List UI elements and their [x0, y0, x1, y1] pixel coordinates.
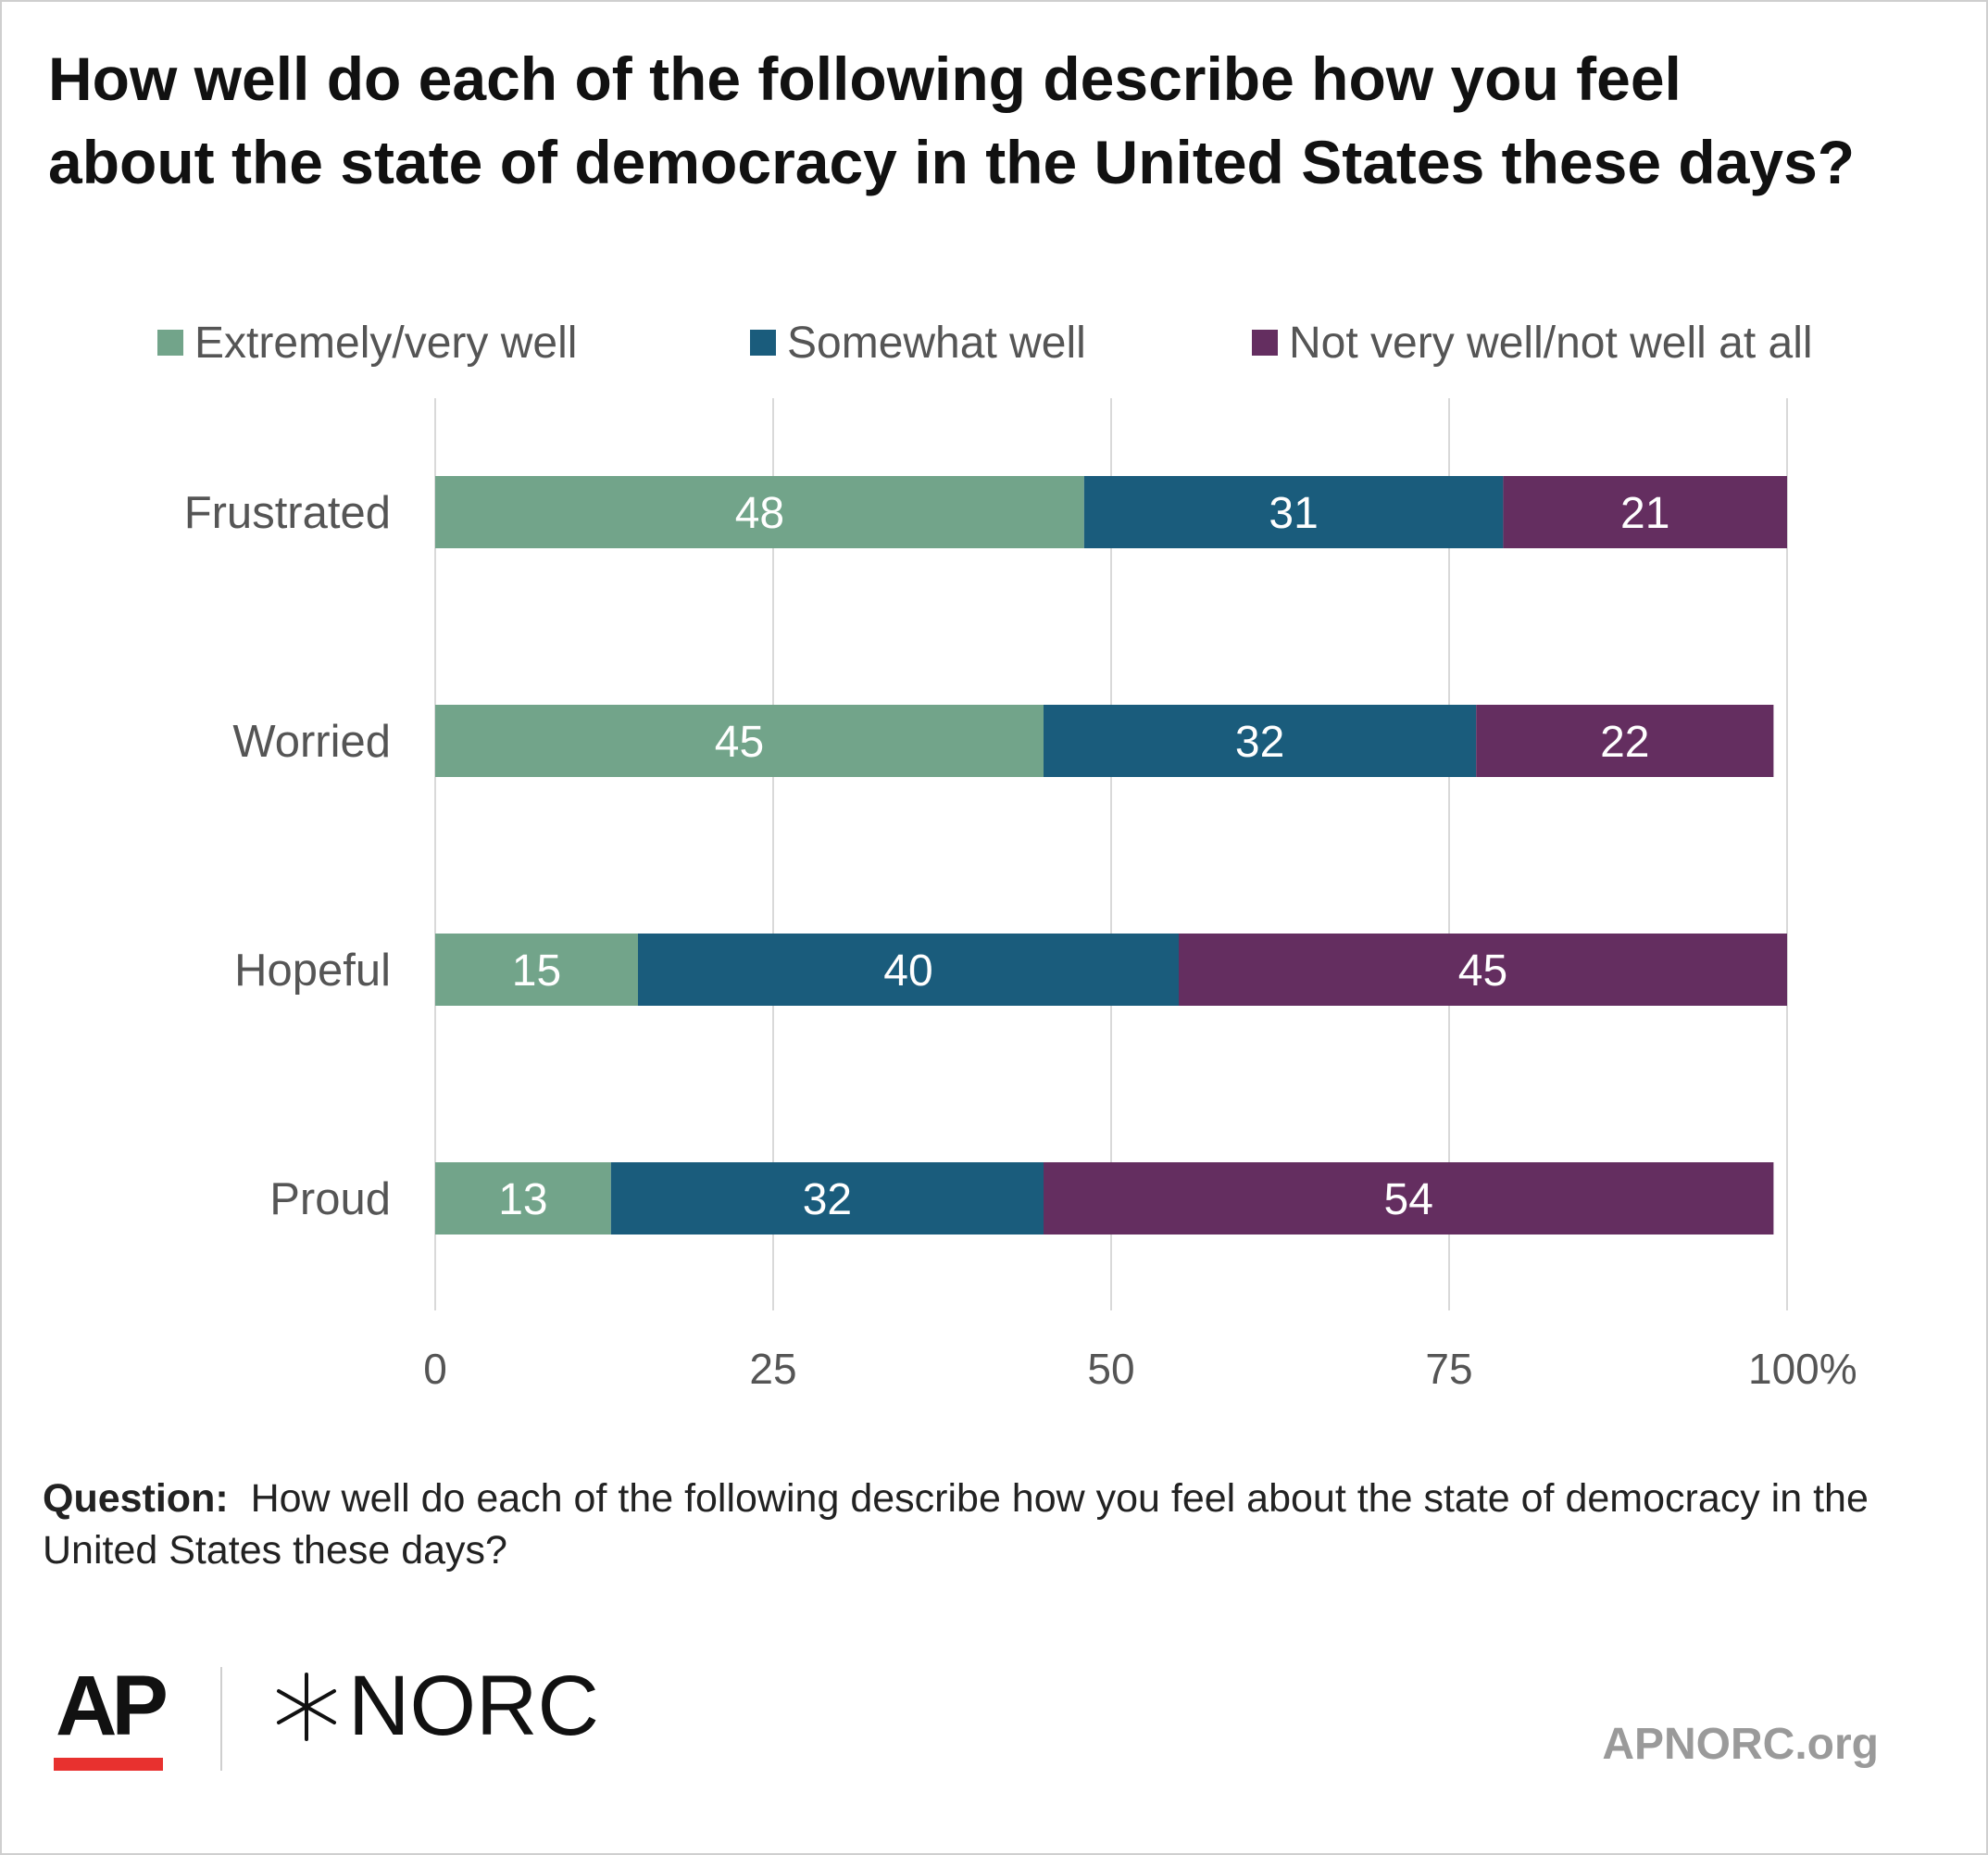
data-label-worried-0: 45: [715, 718, 764, 767]
legend-swatch-extremely: [157, 330, 183, 356]
data-label-hopeful-1: 40: [883, 946, 932, 996]
x-tick-label-0: 0: [423, 1345, 447, 1393]
ap-logo-underline: [54, 1758, 163, 1771]
data-label-hopeful-0: 15: [512, 946, 561, 996]
bar-proud-2: [1044, 1162, 1774, 1235]
bar-hopeful-1: [638, 934, 1179, 1006]
site-url: APNORC.org: [1602, 1720, 1879, 1769]
bar-proud-0: [435, 1162, 611, 1235]
x-tick-label-50: 50: [1087, 1345, 1134, 1393]
data-label-proud-2: 54: [1384, 1175, 1433, 1224]
ap-logo: AP: [56, 1659, 169, 1753]
data-label-frustrated-0: 48: [735, 489, 784, 538]
stacked-bar-chart: 0 25 50 75 100% Frustrated 48 31 21 Worried 45 32 22…: [184, 398, 1857, 1393]
bar-proud-1: [610, 1162, 1044, 1235]
bar-frustrated-2: [1503, 476, 1787, 548]
chart-title: How well do each of the following descri…: [48, 44, 1856, 196]
category-label-proud: Proud: [269, 1174, 391, 1224]
norc-logo: NORC: [270, 1658, 599, 1755]
bar-worried-2: [1476, 705, 1774, 777]
data-label-frustrated-2: 21: [1620, 489, 1669, 538]
logo-divider: [220, 1667, 222, 1771]
footnote-text: How well do each of the following descri…: [43, 1476, 1869, 1573]
x-tick-label-25: 25: [749, 1345, 796, 1393]
category-label-hopeful: Hopeful: [234, 946, 391, 996]
bar-hopeful-0: [435, 934, 638, 1006]
norc-logo-text: NORC: [348, 1659, 599, 1753]
legend-label-somewhat: Somewhat well: [787, 318, 1086, 368]
data-label-frustrated-1: 31: [1269, 489, 1318, 538]
bar-worried-1: [1044, 705, 1477, 777]
bar-frustrated-1: [1083, 476, 1504, 548]
legend-swatch-somewhat: [750, 330, 776, 356]
footnote-label: Question:: [43, 1476, 229, 1521]
x-tick-label-100: 100%: [1748, 1345, 1857, 1393]
data-label-hopeful-2: 45: [1458, 946, 1507, 996]
category-label-worried: Worried: [232, 717, 391, 767]
legend-item-extremely: Extremely/very well: [157, 315, 577, 370]
norc-star-icon: [277, 1672, 336, 1741]
data-label-proud-1: 32: [803, 1175, 852, 1224]
footnote: Question: How well do each of the follow…: [43, 1473, 1932, 1576]
data-label-worried-2: 22: [1600, 718, 1649, 767]
bar-hopeful-2: [1179, 934, 1787, 1006]
legend-label-extremely: Extremely/very well: [194, 318, 578, 368]
bar-frustrated-0: [435, 476, 1084, 548]
data-label-proud-0: 13: [498, 1175, 547, 1224]
legend-label-not-very: Not very well/not well at all: [1289, 318, 1813, 368]
category-label-frustrated: Frustrated: [184, 488, 391, 538]
bar-worried-0: [435, 705, 1044, 777]
x-tick-label-75: 75: [1425, 1345, 1472, 1393]
data-label-worried-1: 32: [1235, 718, 1284, 767]
legend-item-not-very: Not very well/not well at all: [1252, 315, 1813, 370]
legend-item-somewhat: Somewhat well: [750, 315, 1086, 370]
legend: Extremely/very well Somewhat well Not ve…: [0, 315, 1988, 370]
legend-swatch-not-very: [1252, 330, 1278, 356]
